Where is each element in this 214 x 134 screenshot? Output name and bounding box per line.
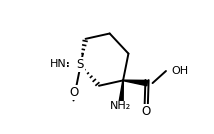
Text: NH₂: NH₂ xyxy=(110,101,131,111)
Text: O: O xyxy=(141,105,150,118)
Polygon shape xyxy=(118,80,123,110)
Text: S: S xyxy=(77,58,84,71)
Text: OH: OH xyxy=(171,66,189,76)
Polygon shape xyxy=(123,80,147,86)
Text: O: O xyxy=(69,86,78,99)
Text: HN: HN xyxy=(49,59,66,69)
